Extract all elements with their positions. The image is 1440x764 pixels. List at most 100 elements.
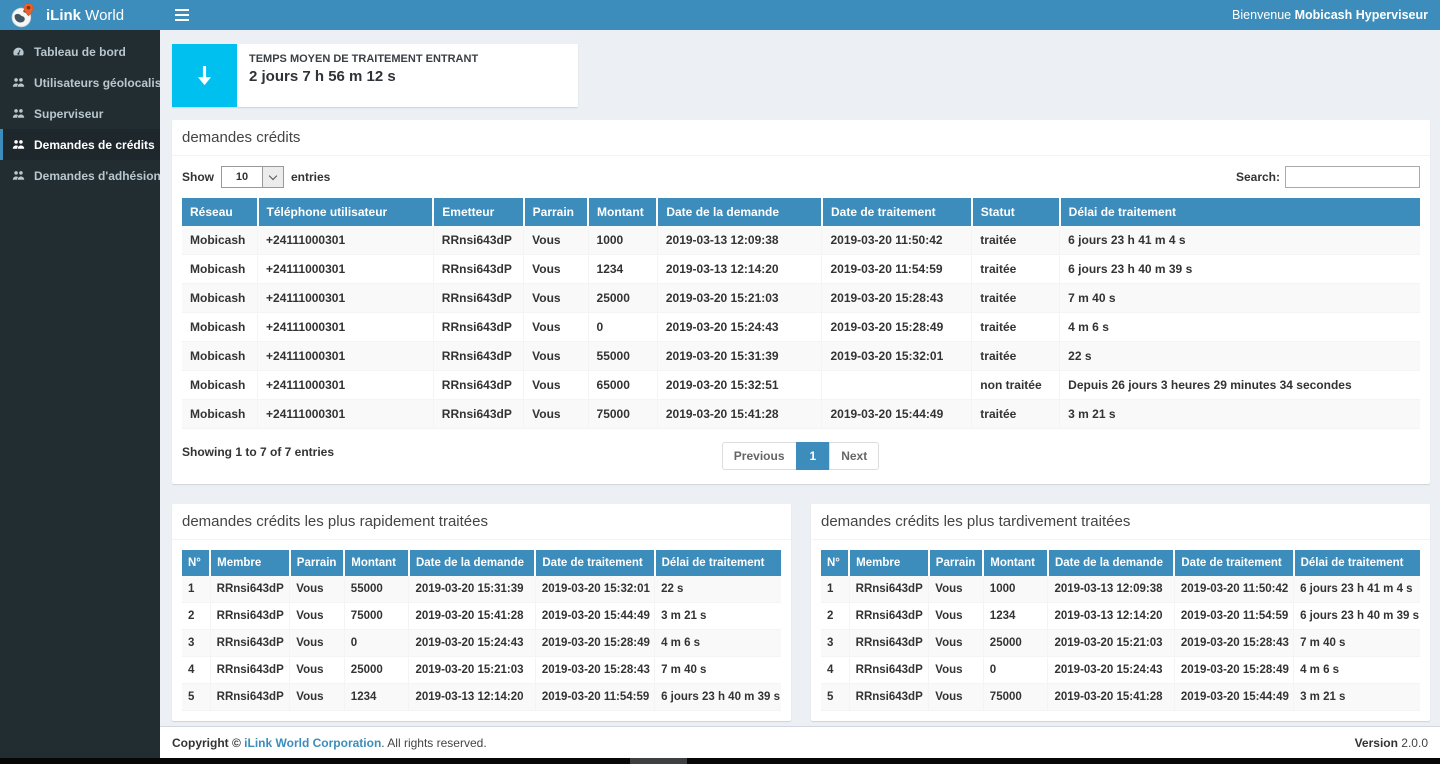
- table-cell: Vous: [929, 576, 984, 603]
- table-info-text: Showing 1 to 7 of 7 entries: [182, 445, 334, 459]
- column-header[interactable]: Téléphone utilisateur: [258, 198, 434, 226]
- sidebar-item-demandes-de-credits[interactable]: Demandes de crédits: [0, 129, 160, 160]
- table-cell: 2019-03-20 11:50:42: [822, 226, 972, 255]
- table-cell: 4 m 6 s: [1294, 657, 1420, 684]
- table-cell: 4 m 6 s: [655, 630, 781, 657]
- bottom-edge-strip-segment: [630, 758, 687, 764]
- sidebar-item-utilisateurs-geolocalises[interactable]: Utilisateurs géolocalisés: [0, 67, 160, 98]
- table-row: 5RRnsi643dPVous12342019-03-13 12:14:2020…: [182, 684, 781, 711]
- table-cell: 6 jours 23 h 41 m 4 s: [1060, 226, 1420, 255]
- table-cell: Depuis 26 jours 3 heures 29 minutes 34 s…: [1060, 371, 1420, 400]
- table-cell: 2019-03-20 15:44:49: [535, 603, 654, 630]
- table-cell: +24111000301: [258, 371, 434, 400]
- sidebar-item-label: Superviseur: [34, 107, 103, 121]
- column-header: Membre: [210, 550, 290, 576]
- column-header: Date de la demande: [409, 550, 535, 576]
- table-cell: RRnsi643dP: [433, 226, 523, 255]
- table-cell: Vous: [290, 630, 345, 657]
- column-header: Délai de traitement: [655, 550, 781, 576]
- column-header[interactable]: Date de traitement: [822, 198, 972, 226]
- table-cell: RRnsi643dP: [849, 684, 929, 711]
- sidebar-item-superviseur[interactable]: Superviseur: [0, 98, 160, 129]
- pagination: Previous 1 Next: [182, 442, 1420, 470]
- table-cell: 3: [821, 630, 849, 657]
- sidebar-item-demandes-adhesion[interactable]: Demandes d'adhésion: [0, 160, 160, 191]
- table-cell: RRnsi643dP: [433, 371, 523, 400]
- table-row: 5RRnsi643dPVous750002019-03-20 15:41:282…: [821, 684, 1420, 711]
- table-cell: traitée: [972, 342, 1060, 371]
- table-header-row: RéseauTéléphone utilisateurEmetteurParra…: [182, 198, 1420, 226]
- info-box-content: TEMPS MOYEN DE TRAITEMENT ENTRANT 2 jour…: [237, 44, 490, 107]
- table-cell: 1234: [983, 603, 1048, 630]
- brand-logo-area[interactable]: iLink World: [0, 0, 160, 30]
- chevron-down-icon: [262, 167, 283, 187]
- table-cell: Vous: [524, 226, 588, 255]
- users-icon: [12, 107, 26, 121]
- table-cell: RRnsi643dP: [433, 342, 523, 371]
- table-cell: 0: [344, 630, 409, 657]
- table-cell: Mobicash: [182, 400, 258, 429]
- table-cell: Mobicash: [182, 313, 258, 342]
- table-cell: 2019-03-20 15:28:43: [1174, 630, 1293, 657]
- column-header: N°: [821, 550, 849, 576]
- table-row: Mobicash+24111000301RRnsi643dPVous123420…: [182, 255, 1420, 284]
- sidebar-item-tableau-de-bord[interactable]: Tableau de bord: [0, 36, 160, 67]
- column-header[interactable]: Parrain: [524, 198, 588, 226]
- info-box-value: 2 jours 7 h 56 m 12 s: [249, 68, 478, 85]
- table-cell: Mobicash: [182, 284, 258, 313]
- column-header[interactable]: Emetteur: [433, 198, 523, 226]
- search-input[interactable]: [1285, 166, 1420, 188]
- copyright-text: Copyright © iLink World Corporation. All…: [172, 736, 487, 750]
- show-label: Show: [182, 170, 214, 184]
- info-box-label: TEMPS MOYEN DE TRAITEMENT ENTRANT: [249, 53, 478, 65]
- table-cell: Mobicash: [182, 226, 258, 255]
- table-cell: non traitée: [972, 371, 1060, 400]
- column-header: Date de traitement: [535, 550, 654, 576]
- sidebar-toggle-hamburger-icon[interactable]: [160, 0, 204, 30]
- table-cell: 1: [182, 576, 210, 603]
- column-header[interactable]: Réseau: [182, 198, 258, 226]
- table-header-row: N°MembreParrainMontantDate de la demande…: [182, 550, 781, 576]
- column-header: Membre: [849, 550, 929, 576]
- table-cell: 2019-03-20 15:28:49: [535, 630, 654, 657]
- table-cell: 75000: [983, 684, 1048, 711]
- column-header[interactable]: Délai de traitement: [1060, 198, 1420, 226]
- column-header[interactable]: Date de la demande: [657, 198, 822, 226]
- table-cell: Vous: [929, 684, 984, 711]
- pagination-next-button[interactable]: Next: [829, 442, 879, 470]
- pagination-previous-button[interactable]: Previous: [722, 442, 797, 470]
- table-cell: 7 m 40 s: [1060, 284, 1420, 313]
- panel-title: demandes crédits les plus tardivement tr…: [811, 504, 1430, 540]
- table-cell: 25000: [588, 284, 657, 313]
- column-header[interactable]: Montant: [588, 198, 657, 226]
- pagination-page-1-button[interactable]: 1: [796, 442, 831, 470]
- table-cell: 2019-03-20 15:32:51: [657, 371, 822, 400]
- table-cell: Mobicash: [182, 371, 258, 400]
- page-length-control: Show 10 entries: [182, 166, 330, 188]
- table-cell: 2019-03-20 15:21:03: [1048, 630, 1174, 657]
- table-cell: RRnsi643dP: [849, 630, 929, 657]
- table-header-row: N°MembreParrainMontantDate de la demande…: [821, 550, 1420, 576]
- company-link[interactable]: iLink World Corporation: [244, 736, 381, 750]
- table-cell: 4: [182, 657, 210, 684]
- table-cell: +24111000301: [258, 400, 434, 429]
- column-header[interactable]: Statut: [972, 198, 1060, 226]
- table-cell: traitée: [972, 255, 1060, 284]
- table-cell: RRnsi643dP: [210, 603, 290, 630]
- table-cell: RRnsi643dP: [433, 255, 523, 284]
- fastest-processed-panel: demandes crédits les plus rapidement tra…: [172, 504, 791, 721]
- table-cell: Vous: [524, 313, 588, 342]
- table-cell: 2019-03-20 11:54:59: [822, 255, 972, 284]
- table-cell: 1000: [983, 576, 1048, 603]
- page-length-select[interactable]: 10: [221, 166, 284, 188]
- datatable-footer: Showing 1 to 7 of 7 entries Previous 1 N…: [182, 442, 1420, 474]
- sidebar-item-label: Demandes de crédits: [34, 138, 155, 152]
- welcome-message: Bienvenue Mobicash Hyperviseur: [1232, 8, 1440, 22]
- table-cell: 5: [182, 684, 210, 711]
- table-cell: 6 jours 23 h 40 m 39 s: [1060, 255, 1420, 284]
- table-cell: 2019-03-13 12:09:38: [657, 226, 822, 255]
- panel-body: N°MembreParrainMontantDate de la demande…: [172, 540, 791, 721]
- table-cell: Vous: [290, 603, 345, 630]
- bottom-edge-strip: [0, 758, 1440, 764]
- table-cell: 55000: [588, 342, 657, 371]
